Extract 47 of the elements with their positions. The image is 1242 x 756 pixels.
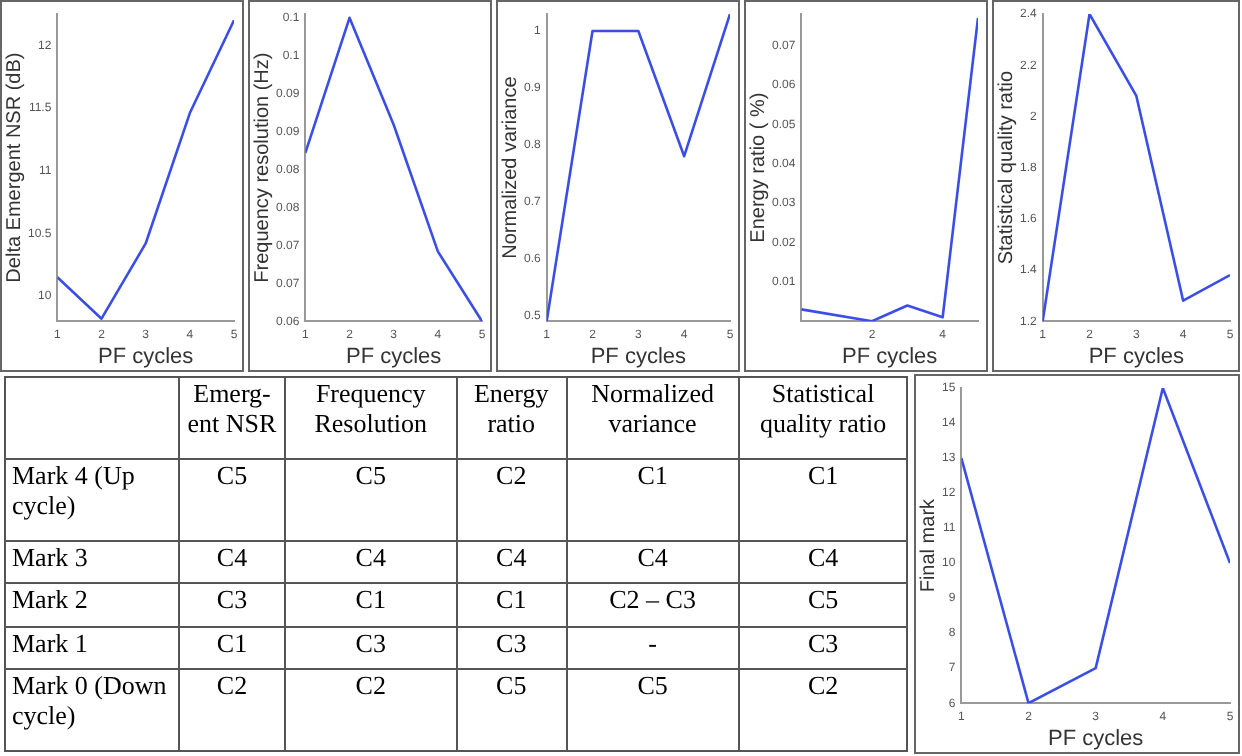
category-label: Mark 2 [12,584,88,615]
x-axis-title: PF cycles [97,344,195,369]
text: C1 [355,584,386,615]
y-axis-title: Energy ratio ( %) [747,92,770,243]
text: C4 [637,542,668,573]
category-label: Emerg-ent NSR [179,377,285,460]
text: C3 [216,584,248,615]
text: C1 [496,584,527,615]
category-label: Mark 0 (Down cycle) [12,669,167,730]
y-axis-title: Normalized variance [499,75,522,259]
category-label: Mark 3 [12,542,88,573]
x-axis-title: PF cycles [841,344,939,369]
category-label: Mark 1 [12,627,88,658]
y-axis-title: Statistical quality ratio [995,70,1018,265]
text: - [648,627,657,658]
text: C2 – C3 [609,584,696,615]
text: C1 [216,627,248,658]
category-label: Mark 4 (Up cycle) [12,460,135,521]
category-label: Frequency Resolution [285,377,457,460]
text: C5 [216,460,248,491]
x-axis-title: PF cycles [590,344,687,369]
category-label: Energy ratio [456,377,566,460]
text: C2 [496,460,527,491]
category-label: Statistical quality ratio [739,377,907,460]
x-axis-title: PF cycles [1047,726,1145,751]
y-axis-title: Final mark [917,496,940,593]
text: C5 [637,669,668,700]
text: C2 [807,669,839,700]
text: C4 [496,542,527,573]
text: C5 [807,584,839,615]
text: C5 [355,460,386,491]
y-axis-title: Delta Emergent NSR (dB) [3,52,26,283]
text: C2 [216,669,248,700]
x-axis-title: PF cycles [1088,344,1185,369]
y-axis-title: Frequency resolution (Hz) [251,52,274,283]
category-label: Normalized variance [566,377,740,460]
text: C4 [216,542,248,573]
text: C3 [355,627,386,658]
x-axis-title: PF cycles [345,344,443,369]
text: C3 [807,627,839,658]
text: C4 [807,542,839,573]
text: C4 [355,542,386,573]
text: C1 [637,460,668,491]
text: C2 [355,669,386,700]
text: C1 [807,460,839,491]
text: C3 [496,627,527,658]
text: C5 [496,669,527,700]
